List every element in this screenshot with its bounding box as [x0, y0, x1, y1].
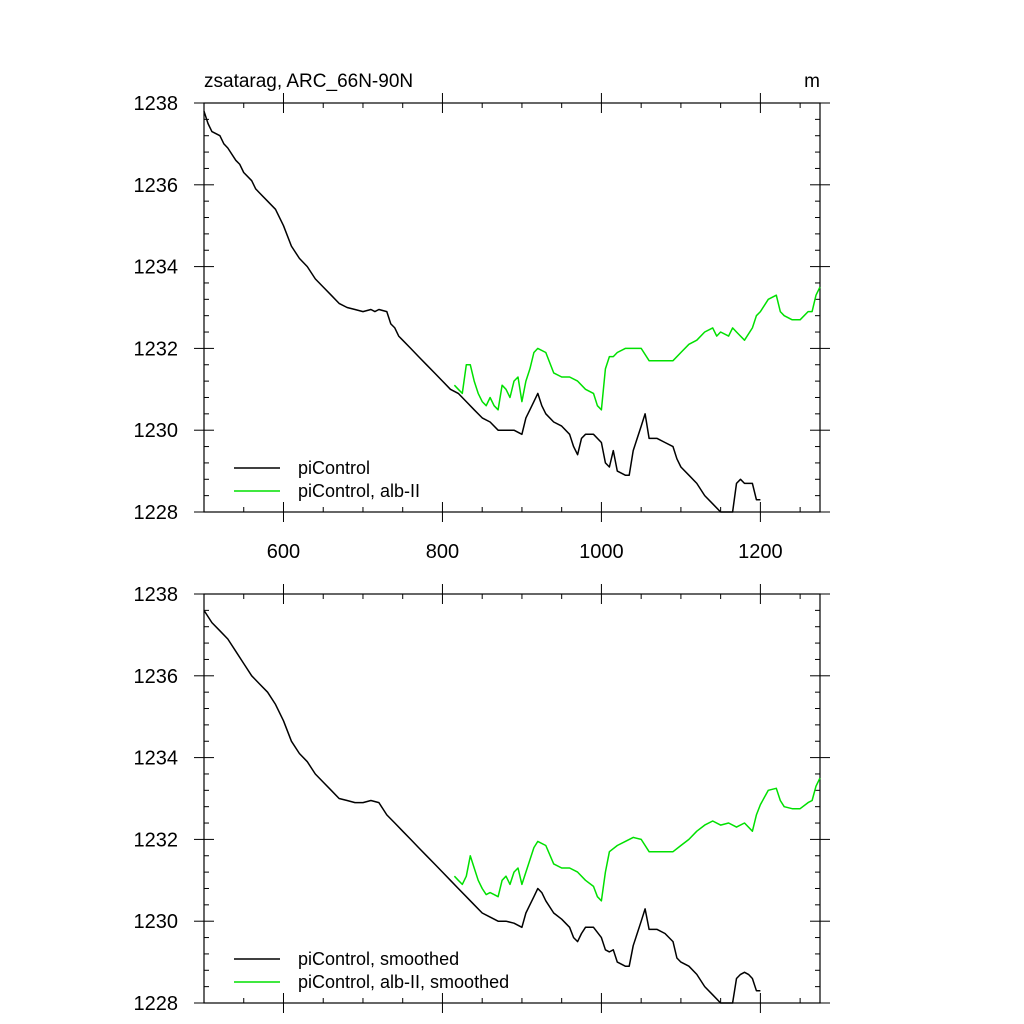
plot-frame — [203, 102, 821, 513]
plot-frame — [203, 593, 821, 1004]
x-tick-label: 1000 — [579, 541, 624, 563]
y-tick-label: 1230 — [134, 420, 179, 442]
series-line — [203, 110, 761, 513]
legend-label: piControl, alb-II — [298, 481, 420, 501]
y-tick-label: 1236 — [134, 666, 179, 688]
legend-label: piControl — [298, 458, 370, 478]
y-tick-label: 1234 — [134, 748, 179, 770]
bottom-panel: 1228 1230 1232 1234 1236 1238 piControl, smoot… — [134, 584, 830, 1015]
top-panel: 1228 1230 1232 1234 1236 1238 600 800 1000 1200 pi… — [134, 93, 830, 563]
y-tick-label: 1232 — [134, 829, 179, 851]
y-tick-label: 1232 — [134, 338, 179, 360]
y-tick-label: 1228 — [134, 502, 179, 524]
series-line — [453, 286, 821, 411]
series-line — [453, 777, 821, 902]
legend-label: piControl, alb-II, smoothed — [298, 972, 509, 992]
y-tick-label: 1234 — [134, 257, 179, 279]
legend-label: piControl, smoothed — [298, 949, 459, 969]
y-tick-label: 1228 — [134, 993, 179, 1015]
x-tick-label: 600 — [267, 541, 300, 563]
y-tick-label: 1230 — [134, 911, 179, 933]
y-tick-label: 1238 — [134, 93, 179, 115]
x-tick-label: 1200 — [738, 541, 783, 563]
figure-title: zsatarag, ARC_66N-90N — [204, 71, 413, 92]
series-line — [203, 609, 761, 1004]
y-tick-label: 1236 — [134, 175, 179, 197]
y-tick-label: 1238 — [134, 584, 179, 606]
x-tick-label: 800 — [426, 541, 459, 563]
units-label: m — [804, 71, 820, 92]
